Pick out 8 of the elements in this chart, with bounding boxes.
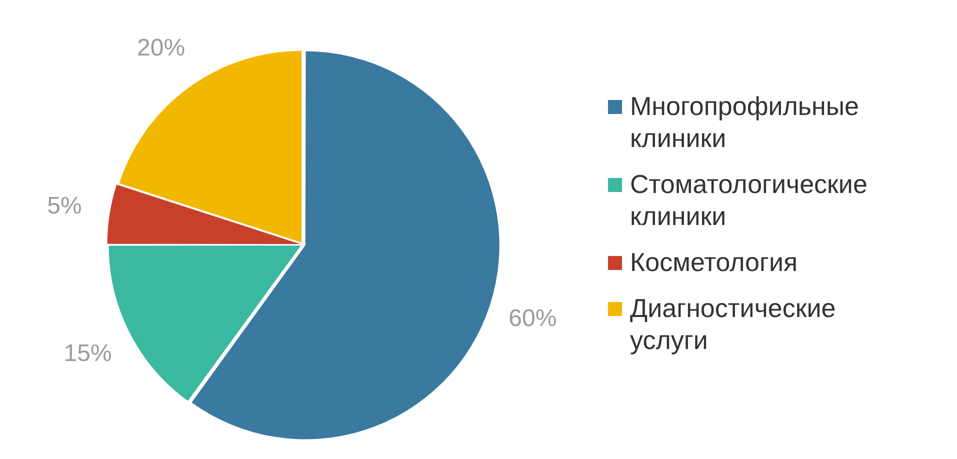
legend-label: Косметология [630,246,798,278]
data-label: 15% [64,340,112,367]
data-label: 5% [47,192,82,220]
legend-label: Многопрофильные клиники [630,90,860,154]
data-label: 20% [137,34,186,62]
legend-label: Стоматологические клиники [630,168,868,232]
legend-label: Диагностические услуги [630,292,837,356]
data-label: 60% [508,304,557,332]
